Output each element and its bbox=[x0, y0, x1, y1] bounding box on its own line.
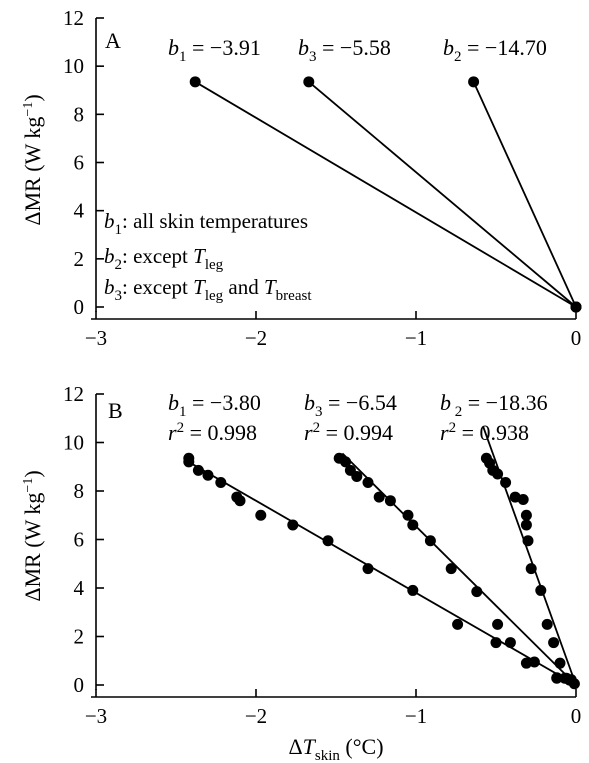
panel-a-legend-b2: b2: except Tleg bbox=[104, 244, 224, 273]
panel-b-point-b1 bbox=[362, 563, 374, 575]
panel-b-point-b3 bbox=[445, 563, 457, 575]
panel-a-xtick-label: −2 bbox=[245, 326, 267, 350]
panel-b-point-b2 bbox=[492, 468, 504, 480]
panel-b-point-b3 bbox=[492, 618, 504, 630]
panel-b-label-b2: b 2 = −18.36 bbox=[440, 390, 548, 420]
panel-b-xtick-label: −2 bbox=[245, 704, 267, 728]
panel-b-point-b1 bbox=[215, 477, 227, 489]
panel-b-point-b2 bbox=[520, 519, 532, 531]
panel-a-point-b3 bbox=[303, 76, 315, 88]
panel-b-r2-b2: r2 = 0.938 bbox=[440, 420, 529, 445]
panel-b-point-b1 bbox=[183, 456, 195, 468]
panel-b-point-b1 bbox=[192, 464, 204, 476]
panel-b-xtick-label: 0 bbox=[571, 704, 582, 728]
panel-b-point-b1 bbox=[287, 519, 299, 531]
panel-b-ytick-label: 0 bbox=[74, 673, 85, 697]
panel-a-point-b2 bbox=[468, 76, 480, 88]
panel-a-ytick-label: 8 bbox=[74, 102, 85, 126]
panel-a-xtick-label: −3 bbox=[85, 326, 107, 350]
panel-b-ylabel: ΔMR (W kg−1) bbox=[20, 470, 45, 601]
panel-b-point-b3 bbox=[402, 509, 414, 521]
panel-a-ytick-label: 0 bbox=[74, 295, 85, 319]
panel-a-xtick-label: 0 bbox=[571, 326, 582, 350]
panel-a-plot: 0 2 4 6 8 10 12 −3 −2 −1 0 bbox=[63, 6, 582, 350]
panel-b-point-b2 bbox=[535, 584, 547, 596]
panel-b-point-b3 bbox=[384, 495, 396, 507]
panel-b-ytick-label: 4 bbox=[74, 576, 85, 600]
panel-a: ΔMR (W kg−1) A b1 = −3.91 b3 = −5.58 b2 … bbox=[20, 28, 547, 304]
panel-b-point-b3 bbox=[424, 535, 436, 547]
panel-a-label-b2: b2 = −14.70 bbox=[443, 35, 547, 65]
panel-b-point-b2 bbox=[520, 509, 532, 521]
panel-a-legend-b3: b3: except Tleg and Tbreast bbox=[104, 275, 312, 304]
panel-a-label-b3: b3 = −5.58 bbox=[298, 35, 391, 65]
panel-a-ytick-label: 12 bbox=[63, 6, 84, 30]
panel-a-label-b1: b1 = −3.91 bbox=[168, 35, 261, 65]
panel-b-ytick-label: 2 bbox=[74, 625, 85, 649]
panel-b-point-b2 bbox=[548, 637, 560, 649]
panel-b: ΔMR (W kg−1) B b1 = −3.80 r2 = 0.998 b3 … bbox=[20, 390, 548, 763]
panel-b-r2-b3: r2 = 0.994 bbox=[304, 420, 393, 445]
panel-b-point-b3 bbox=[351, 470, 363, 482]
panel-a-ylabel: ΔMR (W kg−1) bbox=[20, 94, 45, 225]
panel-a-line-b1 bbox=[194, 81, 577, 308]
panel-a-xtick-label: −1 bbox=[405, 326, 427, 350]
panel-b-letter: B bbox=[108, 398, 123, 423]
panel-b-point-b2 bbox=[541, 618, 553, 630]
panel-b-point-b3 bbox=[407, 519, 419, 531]
panel-b-point-b3 bbox=[362, 477, 374, 489]
panel-a-legend-b1: b1: all skin temperatures bbox=[104, 209, 308, 238]
panel-b-point-b1 bbox=[255, 509, 267, 521]
panel-b-point-b2 bbox=[554, 657, 566, 669]
panel-b-point-b3 bbox=[471, 586, 483, 598]
panel-b-point-b1 bbox=[490, 637, 502, 649]
panel-a-ytick-label: 2 bbox=[74, 247, 85, 271]
panel-b-point-b3 bbox=[504, 637, 516, 649]
panel-a-ytick-label: 6 bbox=[74, 151, 85, 175]
panel-b-point-b3 bbox=[452, 618, 464, 630]
panel-b-ytick-label: 12 bbox=[63, 382, 84, 406]
panel-a-line-b3 bbox=[308, 81, 577, 308]
panel-b-point-b2 bbox=[525, 563, 537, 575]
panel-b-point-b1 bbox=[202, 469, 214, 481]
panel-b-point-b2 bbox=[568, 678, 580, 690]
panel-b-point-b2 bbox=[517, 493, 529, 505]
panel-b-point-b2 bbox=[522, 535, 534, 547]
panel-b-xtick-label: −1 bbox=[405, 704, 427, 728]
panel-a-ytick-label: 4 bbox=[74, 199, 85, 223]
panel-a-ytick-label: 10 bbox=[63, 54, 84, 78]
panel-a-line-b2 bbox=[472, 81, 577, 308]
panel-b-ytick-label: 6 bbox=[74, 528, 85, 552]
panel-b-fit-line-b3 bbox=[341, 452, 577, 686]
panel-b-point-b3 bbox=[340, 456, 352, 468]
panel-a-point-b1 bbox=[189, 76, 201, 88]
panel-a-letter: A bbox=[105, 28, 121, 53]
panel-b-plot: 0 2 4 6 8 10 12 −3 −2 −1 0 bbox=[63, 382, 581, 728]
panel-b-xlabel: ΔTskin (°C) bbox=[288, 734, 383, 763]
panel-a-point-b2 bbox=[570, 301, 582, 313]
panel-b-ytick-label: 8 bbox=[74, 479, 85, 503]
panel-b-point-b2 bbox=[551, 672, 563, 684]
panel-b-point-b1 bbox=[407, 584, 419, 596]
panel-b-label-b3: b3 = −6.54 bbox=[304, 390, 397, 420]
panel-b-point-b2 bbox=[500, 477, 512, 489]
panel-b-ytick-label: 10 bbox=[63, 431, 84, 455]
panel-b-point-b3 bbox=[528, 656, 540, 668]
panel-b-point-b1 bbox=[234, 495, 246, 507]
panel-b-xtick-label: −3 bbox=[85, 704, 107, 728]
panel-b-label-b1: b1 = −3.80 bbox=[168, 390, 261, 420]
panel-b-point-b1 bbox=[322, 535, 334, 547]
panel-b-point-b3 bbox=[373, 491, 385, 503]
panel-b-r2-b1: r2 = 0.998 bbox=[168, 420, 257, 445]
